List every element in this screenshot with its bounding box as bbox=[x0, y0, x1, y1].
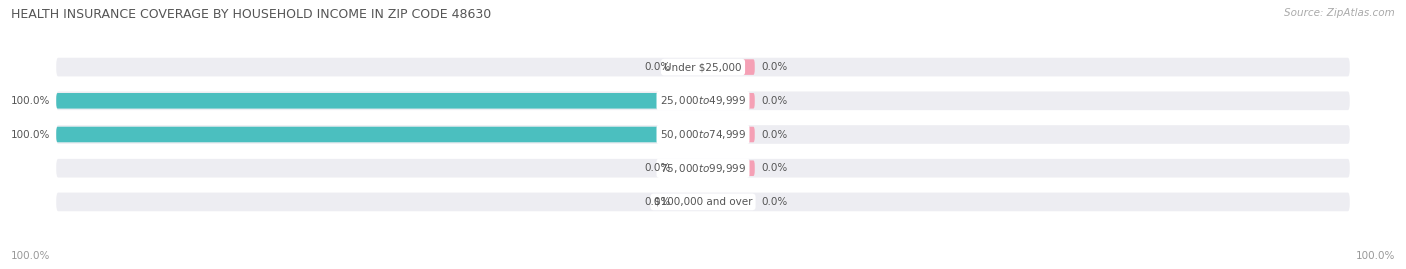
FancyBboxPatch shape bbox=[56, 193, 1350, 211]
Text: $75,000 to $99,999: $75,000 to $99,999 bbox=[659, 162, 747, 175]
FancyBboxPatch shape bbox=[703, 160, 755, 176]
FancyBboxPatch shape bbox=[56, 91, 1350, 110]
Text: 100.0%: 100.0% bbox=[1355, 251, 1395, 261]
FancyBboxPatch shape bbox=[703, 194, 755, 210]
FancyBboxPatch shape bbox=[678, 59, 703, 75]
Text: 100.0%: 100.0% bbox=[11, 251, 51, 261]
Text: 100.0%: 100.0% bbox=[10, 129, 49, 140]
Text: 0.0%: 0.0% bbox=[761, 62, 787, 72]
Text: $25,000 to $49,999: $25,000 to $49,999 bbox=[659, 94, 747, 107]
Text: 100.0%: 100.0% bbox=[10, 96, 49, 106]
FancyBboxPatch shape bbox=[678, 194, 703, 210]
FancyBboxPatch shape bbox=[56, 125, 1350, 144]
Text: 0.0%: 0.0% bbox=[644, 163, 671, 173]
Text: 0.0%: 0.0% bbox=[761, 197, 787, 207]
FancyBboxPatch shape bbox=[703, 59, 755, 75]
FancyBboxPatch shape bbox=[56, 93, 703, 109]
Text: Under $25,000: Under $25,000 bbox=[664, 62, 742, 72]
Text: 0.0%: 0.0% bbox=[761, 163, 787, 173]
FancyBboxPatch shape bbox=[703, 93, 755, 109]
FancyBboxPatch shape bbox=[56, 127, 703, 142]
Text: 0.0%: 0.0% bbox=[644, 197, 671, 207]
Text: $100,000 and over: $100,000 and over bbox=[654, 197, 752, 207]
FancyBboxPatch shape bbox=[56, 58, 1350, 76]
FancyBboxPatch shape bbox=[56, 159, 1350, 178]
Text: 0.0%: 0.0% bbox=[761, 129, 787, 140]
FancyBboxPatch shape bbox=[678, 160, 703, 176]
Text: 0.0%: 0.0% bbox=[761, 96, 787, 106]
Text: 0.0%: 0.0% bbox=[644, 62, 671, 72]
FancyBboxPatch shape bbox=[703, 127, 755, 142]
Text: Source: ZipAtlas.com: Source: ZipAtlas.com bbox=[1284, 8, 1395, 18]
Text: $50,000 to $74,999: $50,000 to $74,999 bbox=[659, 128, 747, 141]
Text: HEALTH INSURANCE COVERAGE BY HOUSEHOLD INCOME IN ZIP CODE 48630: HEALTH INSURANCE COVERAGE BY HOUSEHOLD I… bbox=[11, 8, 492, 21]
